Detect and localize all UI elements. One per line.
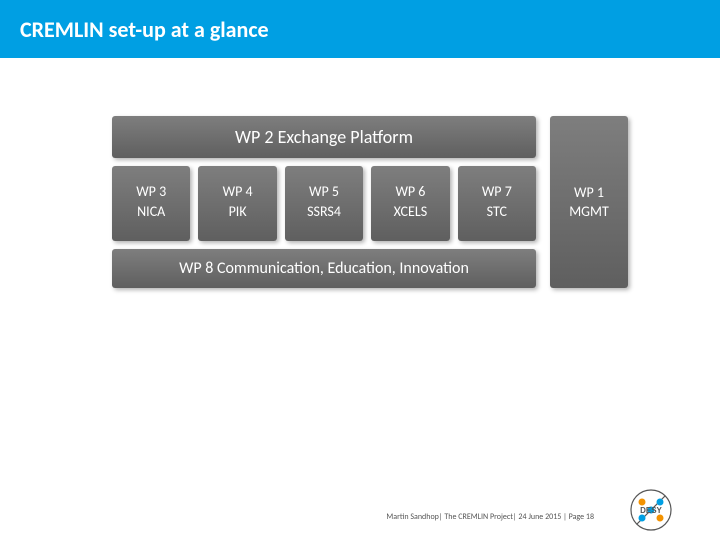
wp7-line2: STC <box>462 202 532 222</box>
wp3-box: WP 3 NICA <box>112 166 190 241</box>
wp4-box: WP 4 PIK <box>198 166 276 241</box>
wp6-line2: XCELS <box>375 202 445 222</box>
footer-text: Martin Sandhop| The CREMLIN Project| 24 … <box>386 512 594 522</box>
wp-diagram: WP 2 Exchange Platform WP 3 NICA WP 4 PI… <box>112 116 628 288</box>
wp-row: WP 3 NICA WP 4 PIK WP 5 SSRS4 WP 6 XCELS… <box>112 166 536 241</box>
wp3-line1: WP 3 <box>116 182 186 202</box>
wp5-line2: SSRS4 <box>289 202 359 222</box>
wp6-line1: WP 6 <box>375 182 445 202</box>
wp3-line2: NICA <box>116 202 186 222</box>
wp6-box: WP 6 XCELS <box>371 166 449 241</box>
wp1-line1: WP 1 <box>554 183 624 203</box>
wp4-line1: WP 4 <box>202 182 272 202</box>
wp7-box: WP 7 STC <box>458 166 536 241</box>
wp8-bar: WP 8 Communication, Education, Innovatio… <box>112 249 536 288</box>
wp2-bar: WP 2 Exchange Platform <box>112 116 536 158</box>
title-bar: CREMLIN set-up at a glance <box>0 0 720 58</box>
wp4-line2: PIK <box>202 202 272 222</box>
svg-text:DESY: DESY <box>640 506 662 515</box>
wp7-line1: WP 7 <box>462 182 532 202</box>
left-cluster: WP 2 Exchange Platform WP 3 NICA WP 4 PI… <box>112 116 536 288</box>
wp5-line1: WP 5 <box>289 182 359 202</box>
wp5-box: WP 5 SSRS4 <box>285 166 363 241</box>
desy-logo: DESY <box>618 488 684 532</box>
wp1-line2: MGMT <box>554 202 624 222</box>
wp1-box: WP 1 MGMT <box>550 116 628 288</box>
page-title: CREMLIN set-up at a glance <box>20 16 269 43</box>
diagram-columns: WP 2 Exchange Platform WP 3 NICA WP 4 PI… <box>112 116 628 288</box>
